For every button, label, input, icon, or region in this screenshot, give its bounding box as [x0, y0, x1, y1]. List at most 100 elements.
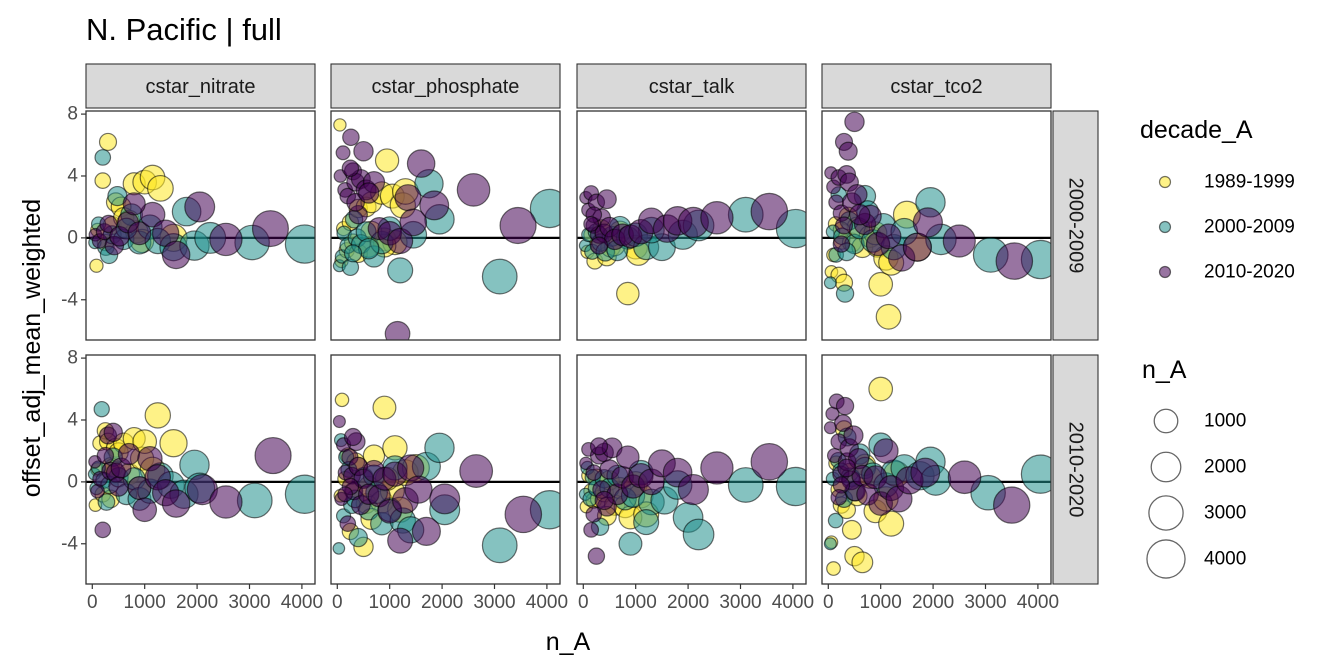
data-point [585, 464, 603, 481]
data-point [127, 221, 152, 246]
size-legend-label: 2000 [1204, 457, 1246, 478]
data-point [727, 467, 764, 503]
data-point [868, 376, 894, 402]
data-point [424, 432, 455, 464]
data-point [394, 184, 422, 212]
data-point [372, 395, 397, 420]
data-point [387, 527, 414, 554]
data-point [826, 561, 841, 576]
x-tick-label: 2000 [176, 592, 218, 613]
size-legend-circle [1153, 408, 1179, 434]
data-point [841, 519, 862, 540]
data-point [616, 281, 640, 306]
data-point [995, 242, 1034, 280]
panel-cstar_nitrate-2000-2009 [85, 110, 316, 341]
x-axis: 0 1000 2000 3000 4000 0 1000 2000 3000 4000 0 1000 2… [87, 584, 1059, 613]
data-point [633, 509, 660, 536]
x-tick-label: 4000 [281, 592, 323, 613]
data-point [942, 224, 976, 258]
data-point [456, 173, 491, 207]
data-point [596, 189, 617, 210]
data-point [589, 437, 609, 456]
data-point [618, 531, 643, 556]
x-tick-label: 3000 [228, 592, 270, 613]
y-axis-title: offset_adj_mean_weighted [18, 199, 46, 497]
x-tick-label: 4000 [1017, 592, 1059, 613]
panel-border [85, 110, 316, 341]
y-tick-label: -4 [61, 533, 78, 554]
data-point [834, 216, 854, 235]
x-tick-label: 0 [823, 592, 834, 613]
chart-title: N. Pacific | full [86, 12, 282, 47]
data-point [700, 201, 734, 235]
legend-swatch [1158, 175, 1172, 189]
size-legend-item-2000: 2000 [1150, 451, 1246, 483]
data-point [583, 521, 600, 538]
data-point [835, 284, 855, 303]
facet-strip-row-2010-2020: 2010-2020 [1052, 354, 1099, 585]
x-tick-label: 2000 [912, 592, 954, 613]
size-legend-item-4000: 4000 [1146, 539, 1246, 579]
legend-label: 2010-2020 [1204, 262, 1295, 283]
data-point [750, 442, 789, 481]
y-tick-label: 4 [67, 409, 78, 430]
data-point [357, 182, 380, 204]
data-point [835, 396, 855, 416]
data-point [910, 457, 941, 488]
y-tick-label: 0 [67, 227, 78, 248]
data-point [98, 132, 118, 152]
facet-strip-cstar_nitrate: cstar_nitrate [85, 63, 316, 109]
data-point [333, 118, 347, 132]
series-2010-2020 [579, 437, 789, 565]
data-point [387, 227, 414, 255]
data-point [594, 490, 614, 511]
x-tick-label: 4000 [526, 592, 568, 613]
data-point [529, 188, 560, 229]
data-point [122, 192, 146, 216]
data-point [585, 506, 603, 523]
x-axis-title: n_A [546, 628, 591, 656]
panel-cstar_phosphate-2000-2009 [330, 110, 561, 341]
facet-strip-cstar_talk: cstar_talk [576, 63, 807, 109]
facet-strip-label: cstar_tco2 [890, 76, 982, 98]
data-point [343, 427, 363, 447]
data-point [868, 271, 894, 297]
data-point [851, 551, 874, 574]
x-tick-label: 3000 [473, 592, 515, 613]
data-point [912, 207, 943, 238]
data-point [682, 518, 715, 551]
x-tick-label: 3000 [964, 592, 1006, 613]
data-point [94, 149, 112, 166]
series-2010-2020 [333, 128, 537, 340]
legend-item-2000-2009: 2000-2009 [1158, 217, 1295, 238]
series-2010-2020 [88, 191, 289, 270]
data-point [848, 203, 871, 226]
legend-label: 1989-1999 [1204, 172, 1295, 193]
panel-border [330, 110, 561, 341]
data-point [343, 244, 363, 263]
data-point [499, 206, 537, 245]
x-tick-label: 1000 [860, 592, 902, 613]
facet-strip-row-2000-2009: 2000-2009 [1052, 110, 1099, 341]
data-point [161, 240, 191, 270]
legend-item-2010-2020: 2010-2020 [1158, 262, 1295, 283]
size-legend-label: 1000 [1204, 411, 1246, 432]
data-point [750, 192, 789, 231]
data-point [677, 473, 709, 506]
series-2010-2020 [579, 185, 789, 255]
data-point [589, 236, 609, 255]
data-point [878, 510, 905, 537]
data-point [97, 493, 116, 511]
facet-strip-row-label: 2000-2009 [1065, 178, 1087, 274]
data-point [411, 516, 441, 546]
x-tick-label: 0 [87, 592, 98, 613]
data-point [481, 527, 518, 564]
data-point [583, 216, 600, 232]
y-axis: -4 0 4 8 -4 0 4 8 [61, 104, 86, 554]
data-point [429, 483, 461, 515]
size-legend-item-1000: 1000 [1153, 408, 1246, 434]
panel-cstar_talk-2000-2009 [576, 110, 807, 341]
facet-panels: cstar_nitrate cstar_phosphate cstar_talk cs… [85, 63, 1099, 585]
data-point [419, 190, 450, 221]
data-point [387, 257, 414, 284]
